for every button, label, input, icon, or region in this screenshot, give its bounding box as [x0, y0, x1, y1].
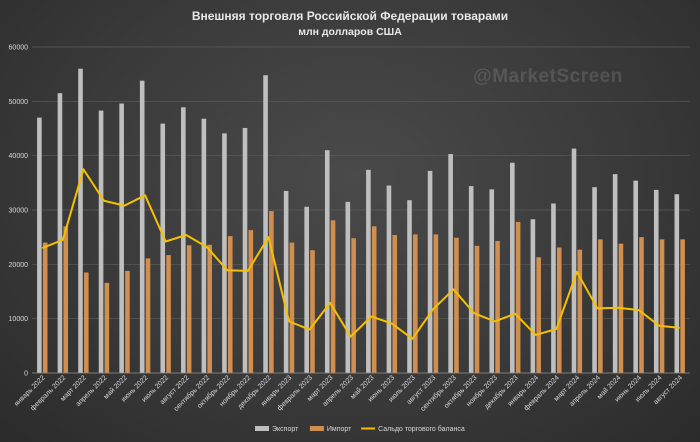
y-tick-label: 40000	[9, 153, 29, 160]
bar-export	[612, 174, 618, 373]
y-tick-label: 60000	[9, 45, 29, 52]
bar-import	[536, 257, 541, 373]
bar-import	[289, 242, 295, 373]
bar-export	[139, 80, 145, 373]
legend-swatch	[309, 426, 324, 431]
bar-import	[145, 258, 151, 373]
bar-import	[227, 236, 233, 373]
balance-line	[41, 168, 680, 340]
bar-export	[366, 169, 371, 373]
chart-subtitle: млн долларов США	[298, 26, 402, 38]
bar-export	[674, 194, 680, 373]
bar-export	[468, 186, 474, 373]
bar-import	[515, 221, 521, 373]
bar-export	[592, 187, 597, 373]
x-tick-label: сентябрь 2022	[172, 374, 211, 413]
y-tick-label: 30000	[9, 208, 29, 215]
bar-import	[330, 220, 336, 373]
watermark: @MarketScreen	[473, 66, 623, 87]
legend-label: Импорт	[327, 426, 352, 433]
bar-import	[207, 244, 212, 373]
bar-export	[386, 185, 392, 373]
y-tick-label: 10000	[9, 316, 29, 323]
bar-import	[392, 234, 398, 373]
bar-export	[263, 75, 268, 374]
bar-import	[42, 242, 48, 373]
bar-export	[489, 189, 495, 373]
bar-export	[242, 127, 248, 373]
bar-import	[166, 255, 171, 373]
bar-export	[324, 150, 330, 373]
bar-import	[639, 237, 644, 373]
bar-import	[63, 226, 69, 373]
line-series	[41, 168, 680, 340]
chart-title: Внешняя торговля Российской Федерации то…	[192, 9, 508, 23]
bar-export	[222, 133, 227, 373]
y-tick-label: 0	[24, 371, 28, 378]
bar-export	[427, 170, 433, 373]
bar-import	[351, 238, 356, 373]
bar-import	[598, 239, 603, 373]
gridlines	[32, 46, 690, 374]
bar-import	[556, 247, 562, 373]
bar-export	[345, 201, 351, 373]
bar-import	[577, 249, 583, 373]
bar-import	[659, 239, 665, 373]
bar-import	[495, 240, 500, 373]
legend-label: Сальдо торгового баланса	[378, 425, 465, 433]
bar-export	[119, 103, 124, 374]
bar-import	[474, 245, 480, 373]
bar-export	[448, 154, 453, 373]
y-tick-label: 20000	[9, 262, 29, 269]
bar-export	[571, 148, 577, 373]
bar-import	[104, 282, 110, 373]
bar-import	[125, 270, 130, 373]
bar-export	[510, 162, 515, 373]
bar-export	[551, 203, 556, 373]
x-tick-label: сентябрь 2023	[419, 374, 458, 413]
bar-import	[248, 230, 254, 373]
bar-import	[371, 226, 377, 373]
bar-import	[269, 211, 274, 373]
bar-export	[653, 189, 659, 373]
bar-import	[84, 272, 89, 373]
bar-import	[433, 234, 439, 373]
bar-export	[304, 206, 309, 373]
bar-export	[57, 93, 63, 373]
y-tick-label: 50000	[9, 99, 29, 106]
bar-import	[310, 250, 315, 373]
legend-swatch	[255, 426, 269, 431]
legend-label: Экспорт	[272, 426, 299, 433]
bar-export	[160, 123, 166, 373]
bar-import	[413, 234, 418, 373]
bar-export	[181, 107, 186, 373]
bar-import	[454, 237, 459, 373]
bar-import	[186, 245, 192, 373]
bar-import	[680, 239, 685, 373]
bar-export	[530, 219, 536, 373]
bar-export	[283, 190, 289, 373]
y-axis: 0 10000 20000 30000 40000 50000 60000	[9, 45, 29, 378]
bar-export	[78, 68, 83, 373]
bar-export	[633, 180, 638, 373]
bar-export	[37, 117, 42, 373]
legend: Экспорт Импорт Сальдо торгового баланса	[255, 425, 465, 433]
bar-export	[98, 110, 104, 373]
bar-export	[407, 200, 412, 373]
